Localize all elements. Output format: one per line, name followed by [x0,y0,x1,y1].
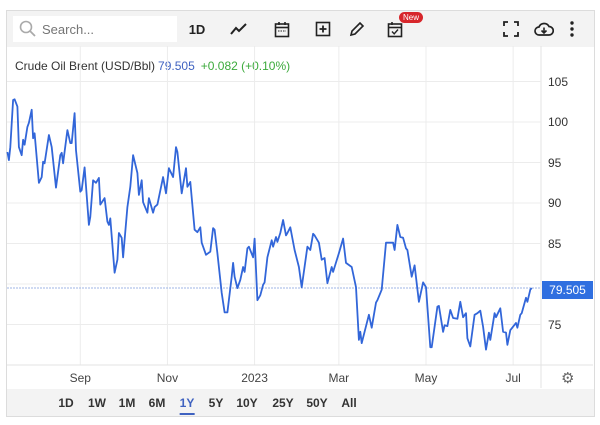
x-tick-label: Nov [156,371,179,385]
y-tick-label: 85 [548,236,562,251]
calendar-button[interactable] [272,19,292,39]
settings-gear-icon[interactable]: ⚙ [561,370,575,387]
search-input[interactable] [42,21,172,37]
events-button[interactable] [385,19,405,39]
legend-change: +0.082 (+0.10%) [200,59,291,73]
interval-button[interactable]: 1D [188,21,206,37]
download-button[interactable] [533,19,555,39]
new-badge: New [399,12,424,23]
legend: Crude Oil Brent (USD/Bbl) 79.505 +0.082 (+… [15,59,290,73]
more-vertical-icon [570,21,574,37]
more-button[interactable] [565,19,579,39]
range-selector: 1D 1W 1M 6M 1Y 5Y 10Y 25Y 50Y All [7,389,594,416]
current-price-tag: 79.505 [542,281,593,299]
chart-type-button[interactable] [229,19,249,39]
range-button-6m[interactable]: 6M [148,396,166,410]
chart-widget: 1D New Crude Oil Brent (USD/Bbl)79.505+0… [6,10,595,417]
range-button-5y[interactable]: 5Y [208,396,224,410]
x-tick-label: May [414,371,438,385]
pencil-icon [349,21,365,37]
fullscreen-button[interactable] [501,19,521,39]
draw-button[interactable] [347,19,367,39]
x-tick-label: Jul [505,371,521,385]
range-button-50y[interactable]: 50Y [306,396,328,410]
range-button-1w[interactable]: 1W [88,396,106,410]
legend-name: Crude Oil Brent (USD/Bbl) [15,59,156,73]
y-tick-label: 95 [548,155,562,170]
fullscreen-icon [503,21,519,37]
add-indicator-button[interactable] [313,19,333,39]
range-button-1m[interactable]: 1M [118,396,136,410]
range-button-10y[interactable]: 10Y [236,396,258,410]
toolbar: 1D New [7,11,594,47]
x-tick-label: Sep [69,371,91,385]
y-tick-label: 100 [548,115,569,129]
calendar-check-icon [387,21,403,37]
search-box[interactable] [13,16,177,42]
range-button-25y[interactable]: 25Y [272,396,294,410]
y-tick-label: 105 [548,74,569,89]
range-button-1d[interactable]: 1D [58,396,74,410]
range-button-1y[interactable]: 1Y [179,396,195,415]
x-tick-label: Mar [328,371,350,385]
y-tick-label: 90 [548,196,562,210]
price-line [6,98,533,351]
calendar-icon [274,21,290,37]
x-tick-label: 2023 [241,371,268,385]
y-tick-label: 75 [548,317,562,332]
range-button-all[interactable]: All [341,396,357,410]
search-icon [19,20,36,37]
add-box-icon [315,21,331,37]
cloud-download-icon [534,22,554,36]
line-chart-icon [230,23,247,35]
